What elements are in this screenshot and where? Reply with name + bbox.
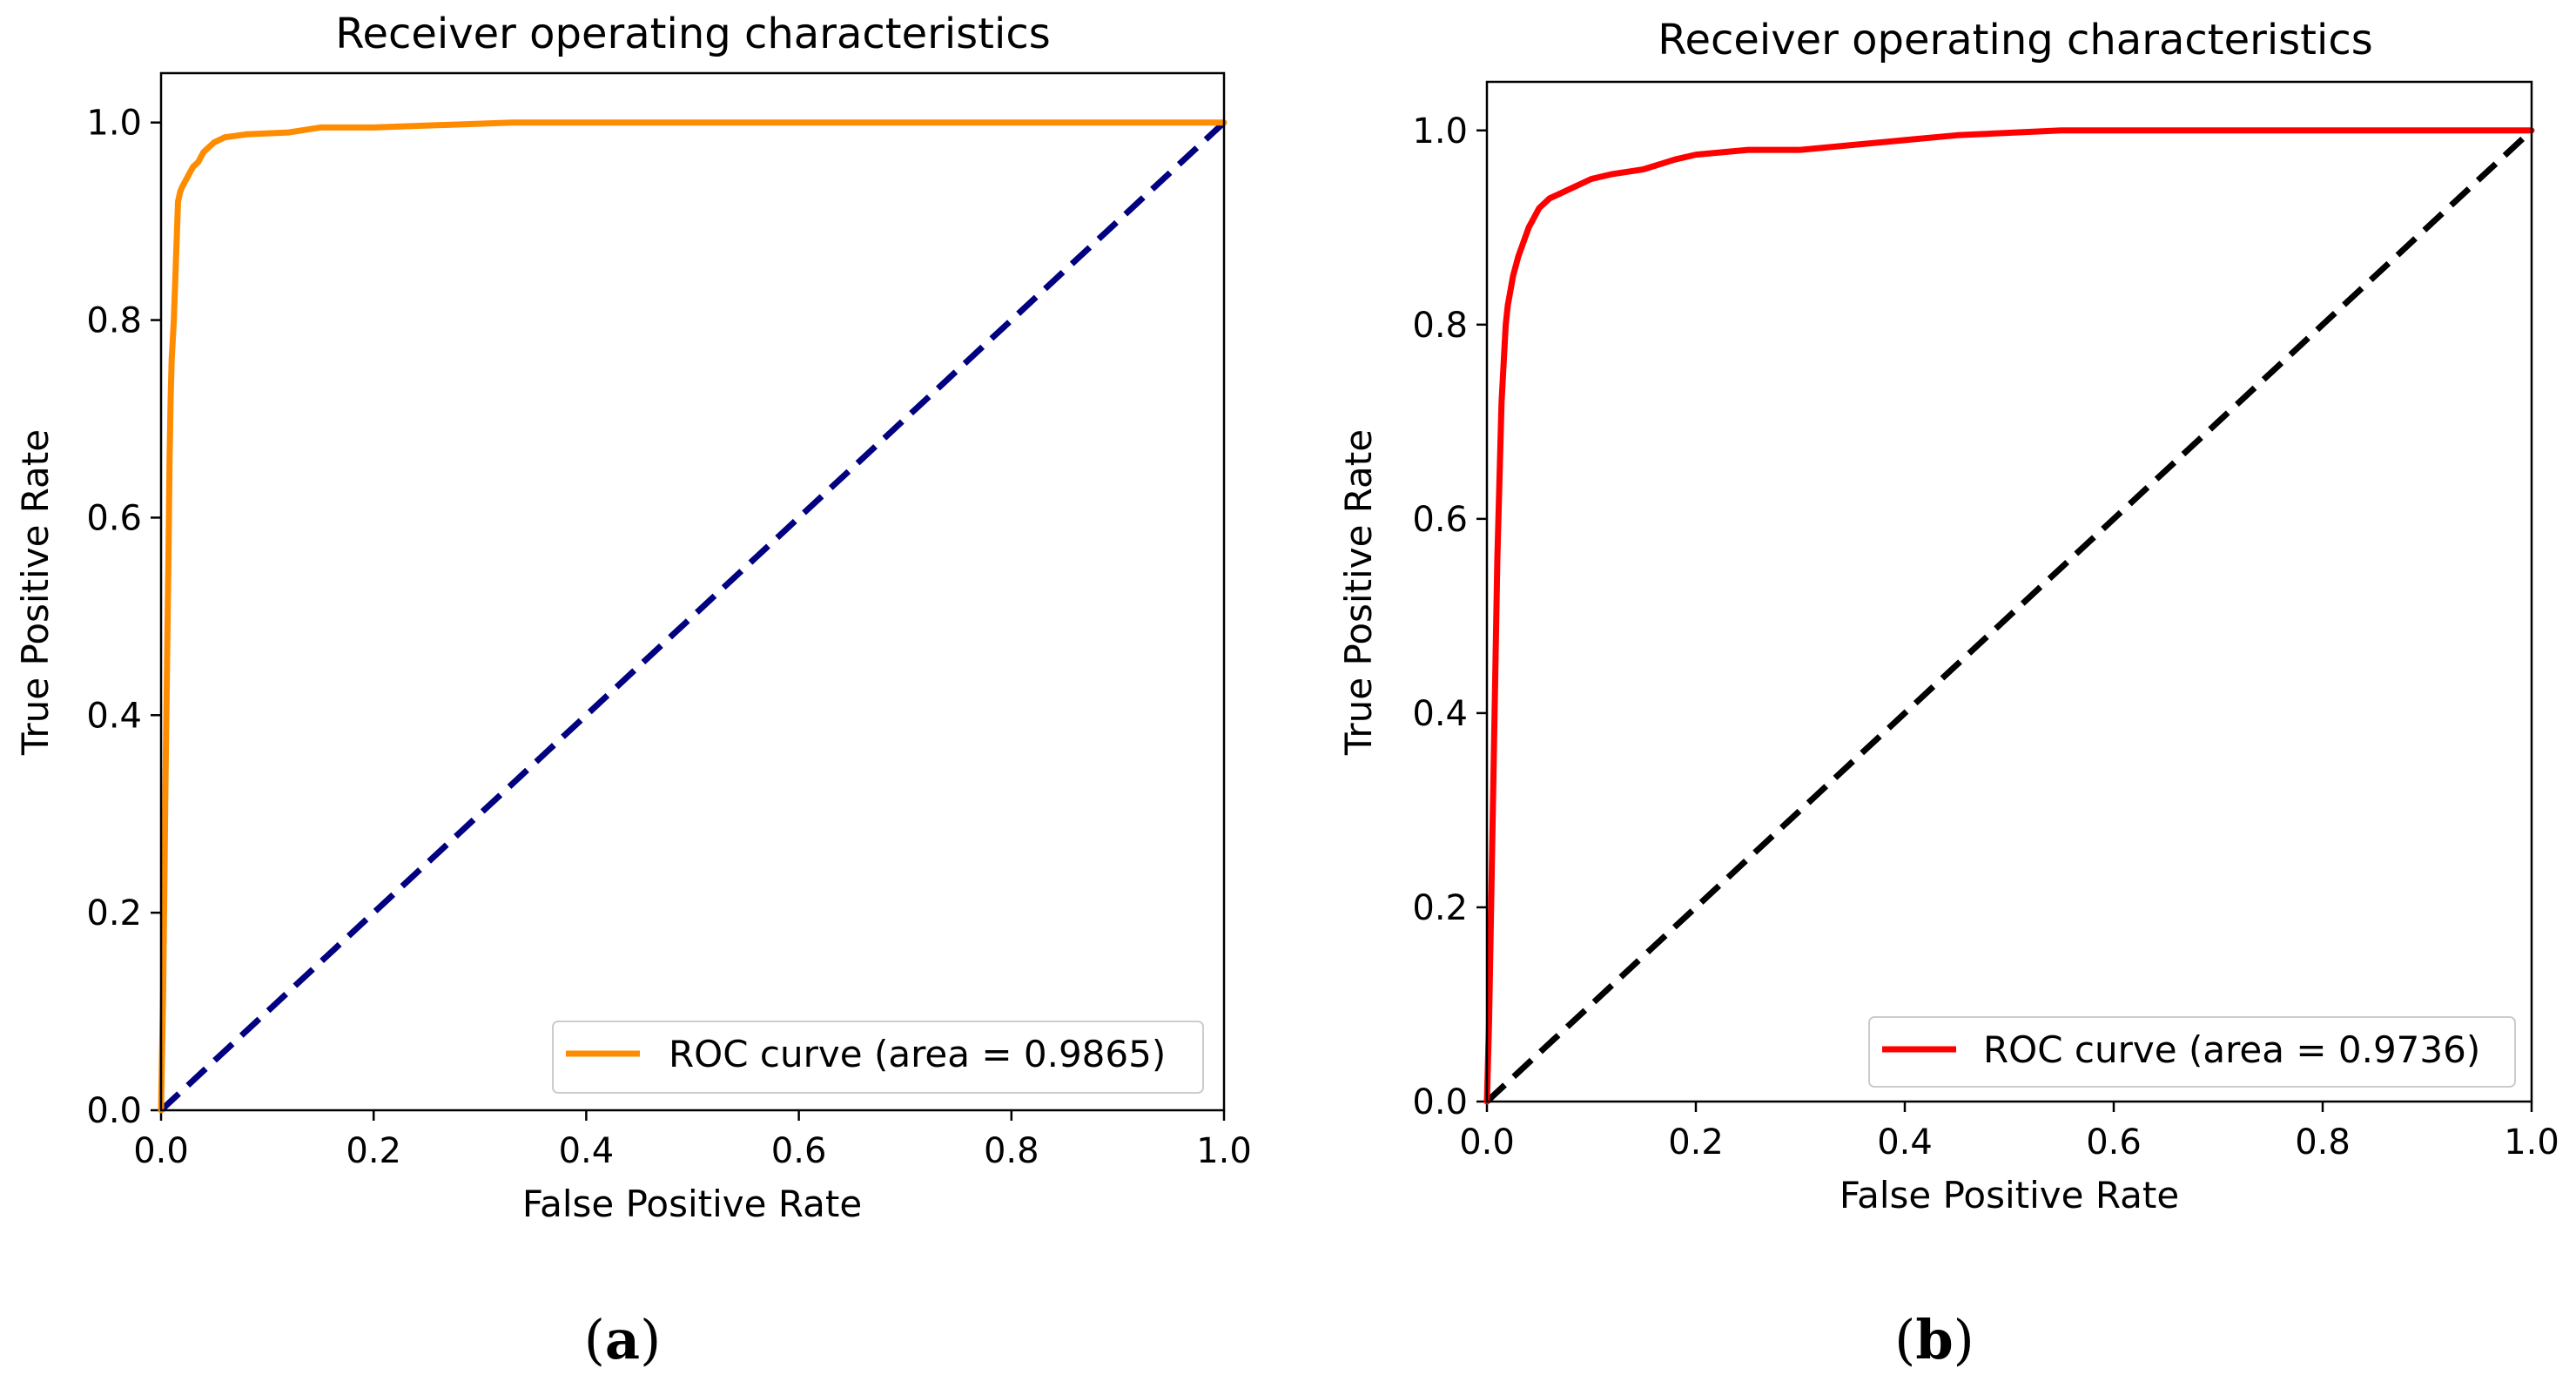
y-tick-label: 0.0 (1412, 1082, 1468, 1122)
legend: ROC curve (area = 0.9736) (1868, 1016, 2516, 1088)
plot-area (1483, 127, 2535, 1105)
y-tick-label: 0.0 (86, 1091, 142, 1131)
x-axis: 0.0 0.2 0.4 0.6 0.8 1.0 (133, 1110, 1252, 1171)
roc-curve-line (158, 119, 1227, 1114)
y-axis-label: True Positive Rate (1337, 429, 1380, 756)
axes-frame (1485, 80, 2533, 1103)
x-tick-label: 0.6 (771, 1131, 827, 1171)
x-tick-label: 0.0 (1459, 1122, 1515, 1162)
x-tick-label: 0.2 (1668, 1122, 1724, 1162)
y-axis: 0.0 0.2 0.4 0.6 0.8 1.0 (86, 104, 161, 1131)
x-tick-label: 0.0 (133, 1131, 189, 1171)
x-tick-label: 0.8 (2295, 1122, 2351, 1162)
y-axis-label: True Positive Rate (14, 429, 57, 756)
y-tick-label: 1.0 (1412, 111, 1468, 152)
y-tick-label: 0.2 (1412, 888, 1468, 928)
y-tick-label: 0.4 (86, 696, 142, 736)
legend-label: ROC curve (area = 0.9865) (669, 1033, 1166, 1075)
chance-diagonal-line (1484, 128, 2534, 1104)
x-axis-label: False Positive Rate (522, 1183, 862, 1225)
plot-area (158, 119, 1227, 1114)
roc-curve-line (1483, 127, 2535, 1105)
y-tick-label: 0.8 (86, 301, 142, 341)
axes-frame (159, 71, 1226, 1112)
y-tick-label: 0.8 (1412, 306, 1468, 346)
y-tick-label: 0.4 (1412, 694, 1468, 734)
x-axis: 0.0 0.2 0.4 0.6 0.8 1.0 (1459, 1102, 2559, 1162)
x-axis-label: False Positive Rate (1840, 1174, 2179, 1216)
chance-diagonal-line (158, 120, 1227, 1113)
y-tick-label: 1.0 (86, 104, 142, 144)
x-tick-label: 1.0 (2504, 1122, 2559, 1162)
legend-label: ROC curve (area = 0.9736) (1983, 1028, 2480, 1071)
x-tick-label: 0.4 (559, 1131, 615, 1171)
panel-label-b: (b) (1894, 1308, 1974, 1371)
y-tick-label: 0.2 (86, 893, 142, 933)
legend-frame (552, 1021, 1204, 1094)
roc-chart-b: Receiver operating characteristics 0.00.… (1337, 16, 2559, 1371)
chart-title: Receiver operating characteristics (335, 10, 1050, 58)
x-tick-label: 0.6 (2086, 1122, 2142, 1162)
y-tick-label: 0.6 (1412, 500, 1468, 540)
y-tick-label: 0.6 (86, 498, 142, 538)
x-tick-label: 0.2 (346, 1131, 401, 1171)
legend: ROC curve (area = 0.9865) (552, 1021, 1204, 1094)
x-tick-label: 1.0 (1196, 1131, 1252, 1171)
x-tick-label: 0.8 (984, 1131, 1039, 1171)
legend-frame (1868, 1016, 2516, 1088)
panel-label-a: (a) (584, 1308, 662, 1371)
roc-chart-a: Receiver operating characteristics 0.00.… (14, 10, 1252, 1371)
y-axis: 0.0 0.2 0.4 0.6 0.8 1.0 (1412, 111, 1487, 1122)
x-tick-label: 0.4 (1877, 1122, 1933, 1162)
chart-title: Receiver operating characteristics (1658, 16, 2372, 64)
